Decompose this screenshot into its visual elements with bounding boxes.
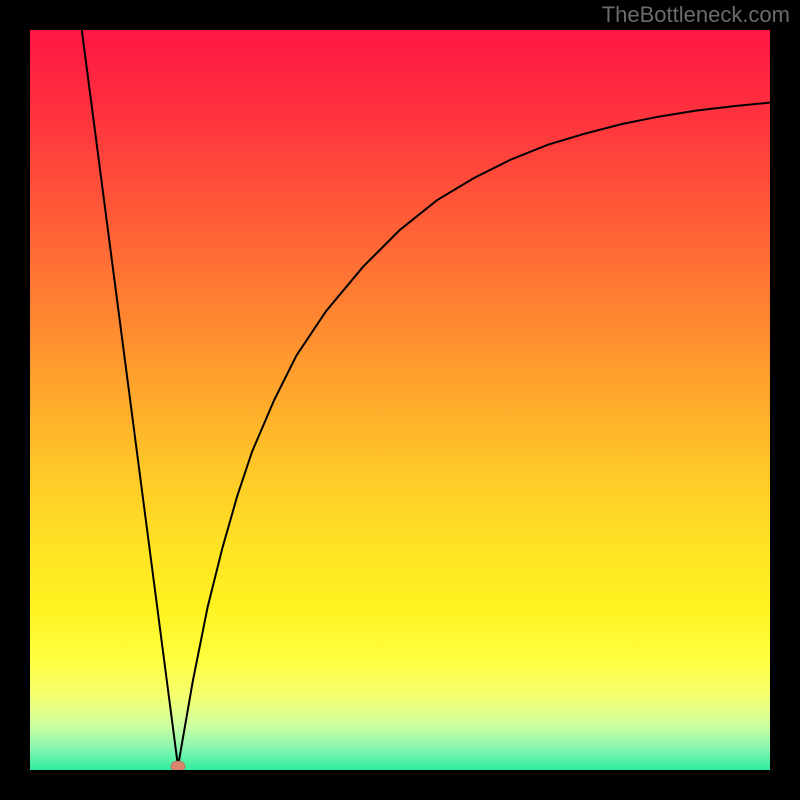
bottleneck-chart: TheBottleneck.com (0, 0, 800, 800)
watermark-text: TheBottleneck.com (602, 2, 790, 27)
plot-background-gradient (30, 30, 770, 770)
chart-canvas: TheBottleneck.com (0, 0, 800, 800)
optimal-point-marker (171, 761, 185, 771)
